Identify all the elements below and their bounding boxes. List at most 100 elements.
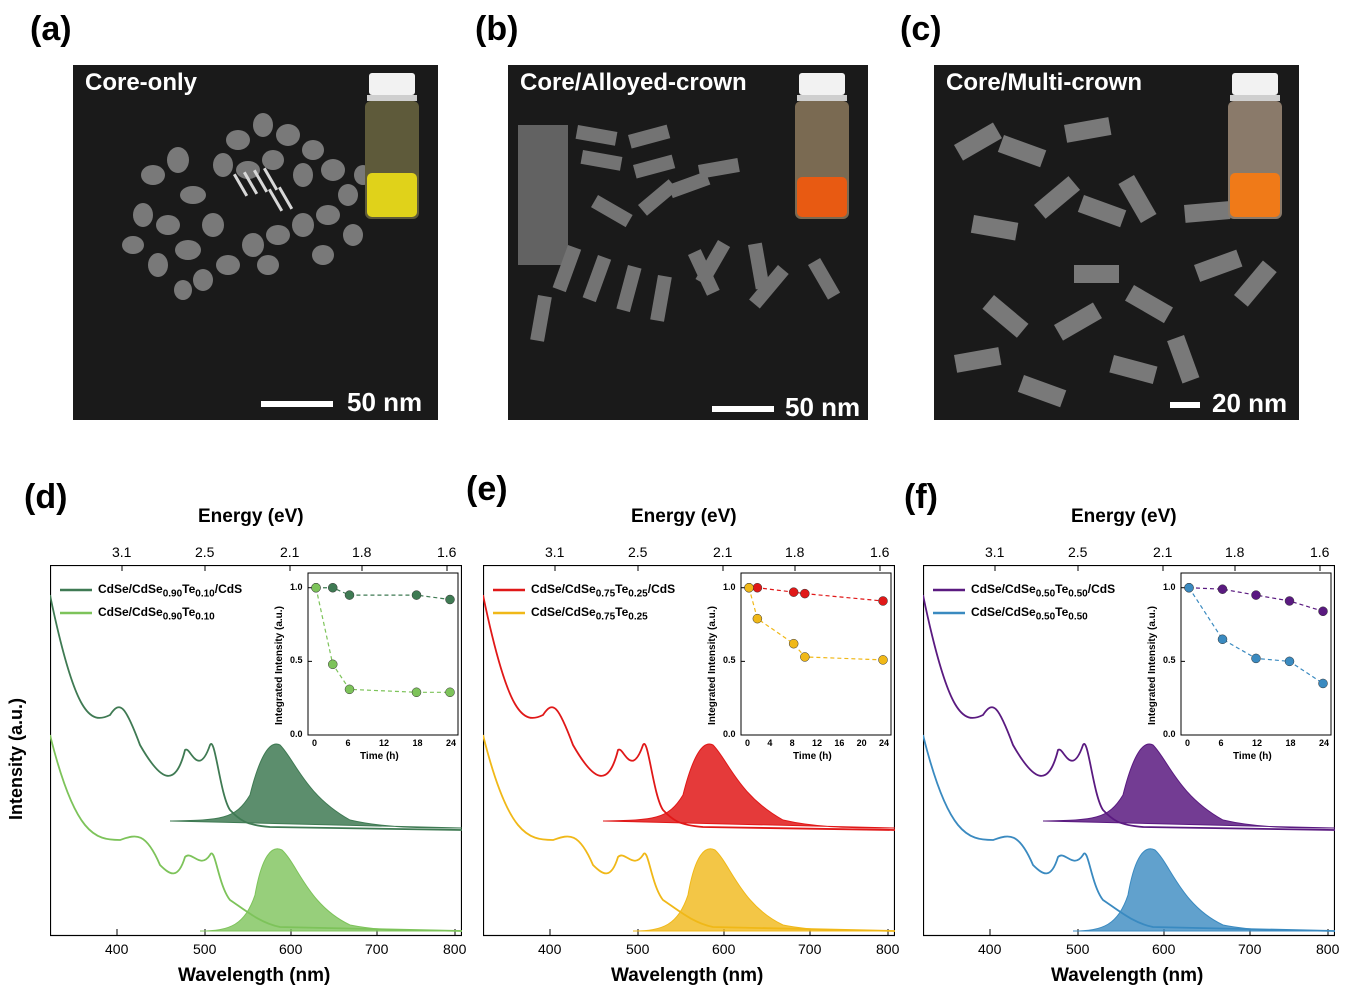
scale-label-a: 50 nm (347, 387, 423, 417)
tem-title-a: Core-only (85, 69, 198, 96)
energy-tick-label: 2.1 (1153, 544, 1173, 560)
inset-y-tick: 0.0 (290, 729, 303, 739)
spectrum-plot (50, 565, 462, 937)
wavelength-tick-label: 400 (105, 941, 129, 957)
wavelength-tick-label: 400 (538, 941, 562, 957)
wavelength-tick-label: 700 (365, 941, 389, 957)
legend-label-1: CdSe/CdSe0.90Te0.10/CdS (98, 582, 243, 600)
tem-image-multi-crown: Core/Multi-crown 20 nm (934, 65, 1299, 420)
energy-tick-label: 2.1 (713, 544, 733, 560)
wavelength-tick-label: 600 (279, 941, 303, 957)
inset-y-tick: 1.0 (1163, 581, 1176, 592)
intensity-axis-title: Intensity (a.u.) (6, 697, 26, 820)
energy-tick-label: 1.8 (352, 544, 372, 560)
inset-data-point (752, 582, 763, 593)
inset-x-title: Time (h) (793, 751, 832, 762)
tem-title-b: Core/Alloyed-crown (520, 69, 747, 96)
spectrum-panel-f: Energy (eV) 3.1 2.5 2.1 1.8 1.6 400 500 600 700 80… (923, 506, 1339, 995)
inset-series-line (748, 587, 884, 661)
wavelength-tick-label: 600 (1152, 941, 1176, 957)
legend-label-2: CdSe/CdSe0.50Te0.50 (971, 605, 1088, 623)
wavelength-tick-label: 600 (712, 941, 736, 957)
scale-bar-b (712, 406, 774, 412)
inset-x-title: Time (h) (1233, 751, 1272, 762)
plot-frame (483, 565, 895, 937)
wavelength-axis-title: Wavelength (nm) (178, 965, 331, 986)
inset-x-tick: 24 (1319, 738, 1330, 748)
inset-data-point (1217, 634, 1228, 645)
inset-x-tick: 6 (1218, 738, 1224, 748)
inset-x-tick: 24 (446, 738, 457, 748)
energy-axis-title: Energy (eV) (1071, 506, 1177, 527)
wavelength-axis-title: Wavelength (nm) (1051, 965, 1204, 986)
stability-inset (740, 572, 892, 736)
vial-liquid-b (797, 177, 847, 217)
panel-label-a: (a) (30, 10, 72, 48)
inset-x-tick: 8 (789, 738, 795, 748)
panel-label-c: (c) (900, 10, 942, 48)
wavelength-tick-label: 800 (876, 941, 900, 957)
absorption-curve-core-crown (923, 734, 1335, 932)
energy-tick-label: 1.8 (785, 544, 805, 560)
inset-x-tick: 18 (1285, 738, 1296, 748)
panel-label-f: (f) (904, 478, 938, 516)
inset-y-tick: 0.5 (723, 655, 736, 666)
pl-peak-core-crown-shell (602, 743, 895, 829)
absorption-curve-core-crown-shell (923, 594, 1335, 831)
energy-tick-label: 3.1 (545, 544, 565, 560)
inset-data-point (1184, 582, 1194, 593)
wavelength-tick-label: 700 (1238, 941, 1262, 957)
inset-x-tick: 12 (379, 738, 390, 748)
absorption-curve-core-crown (483, 734, 895, 932)
wavelength-tick-label: 500 (1066, 941, 1090, 957)
inset-y-title: Integrated Intensity (a.u.) (1147, 606, 1158, 725)
inset-data-point (1318, 606, 1328, 617)
inset-data-point (788, 587, 799, 597)
energy-tick-label: 1.6 (870, 544, 890, 560)
scale-label-c: 20 nm (1212, 388, 1288, 418)
absorption-curve-core-crown-shell (483, 594, 895, 831)
inset-x-tick: 6 (345, 738, 351, 748)
inset-y-title: Integrated Intensity (a.u.) (707, 606, 718, 725)
wavelength-tick-label: 500 (193, 941, 217, 957)
legend-label-1: CdSe/CdSe0.75Te0.25/CdS (531, 582, 676, 600)
inset-data-point (800, 588, 810, 599)
inset-data-point (744, 582, 754, 593)
inset-x-tick: 4 (767, 738, 773, 748)
inset-x-tick: 20 (856, 738, 867, 748)
stability-inset (1180, 572, 1332, 736)
inset-data-point (878, 596, 888, 606)
tem-title-c: Core/Multi-crown (946, 69, 1142, 96)
inset-x-tick: 16 (834, 738, 845, 748)
spectrum-panel-e: Energy (eV) 3.1 2.5 2.1 1.8 1.6 400 500 600 700 80… (483, 506, 899, 995)
inset-data-point (411, 590, 422, 600)
scale-bar-a (261, 401, 333, 407)
pl-peak-core-crown (199, 848, 462, 932)
nanoplatelet-cluster-a (122, 113, 372, 300)
inset-series-line (1188, 587, 1324, 612)
inset-data-point (344, 684, 355, 695)
inset-data-point (445, 687, 455, 698)
inset-data-point (800, 652, 810, 662)
scale-label-b: 50 nm (785, 392, 861, 420)
inset-y-tick: 0.5 (290, 655, 303, 666)
wavelength-axis-title: Wavelength (nm) (611, 965, 764, 986)
pl-peak-core-crown (632, 848, 895, 932)
inset-data-point (445, 594, 455, 605)
inset-data-point (1284, 656, 1295, 667)
plot-frame (923, 565, 1335, 937)
inset-x-tick: 24 (879, 738, 890, 748)
energy-tick-label: 2.5 (195, 544, 215, 560)
pl-peak-core-crown-shell (169, 743, 462, 829)
legend-label-1: CdSe/CdSe0.50Te0.50/CdS (971, 582, 1116, 600)
wavelength-tick-label: 800 (1316, 941, 1340, 957)
inset-y-tick: 1.0 (290, 581, 303, 592)
stability-inset (307, 572, 459, 736)
pl-peak-core-crown-shell (1042, 743, 1335, 829)
inset-data-point (328, 659, 338, 670)
pl-peak-core-crown (1072, 848, 1335, 932)
inset-data-point (1251, 653, 1261, 664)
energy-axis-title: Energy (eV) (631, 506, 737, 527)
absorption-curve-core-crown-shell (50, 594, 462, 831)
wavelength-tick-label: 800 (443, 941, 467, 957)
